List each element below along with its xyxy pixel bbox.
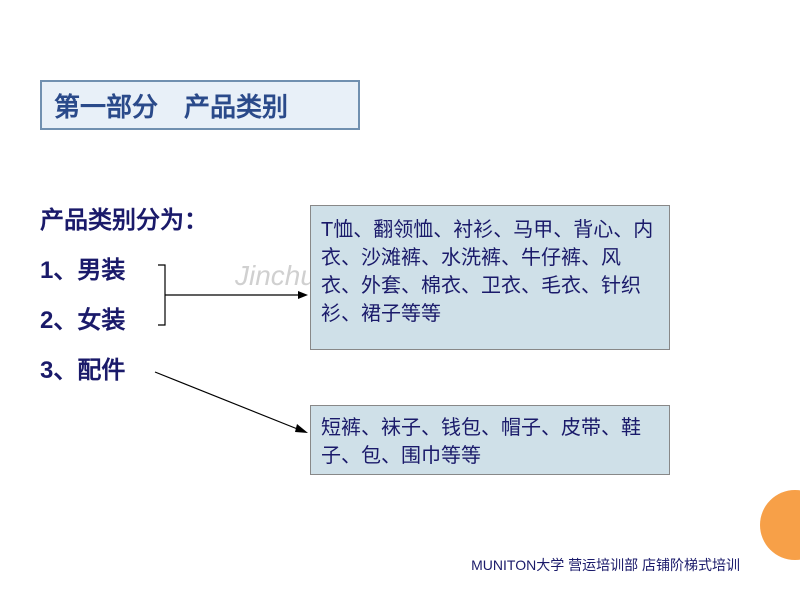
footer-text: MUNITON大学 营运培训部 店铺阶梯式培训	[471, 555, 740, 575]
arrow-head-2	[295, 424, 308, 433]
category-item-1: 1、男装	[40, 250, 125, 285]
bracket-path	[158, 265, 172, 325]
detail-box-clothing: T恤、翻领恤、衬衫、马甲、背心、内衣、沙滩裤、水洗裤、牛仔裤、风衣、外套、棉衣、…	[310, 205, 670, 350]
section-title: 第一部分 产品类别	[54, 87, 288, 124]
section-title-box: 第一部分 产品类别	[40, 80, 360, 130]
category-header: 产品类别分为：	[40, 200, 208, 235]
arrow-line-2	[155, 372, 300, 430]
decorative-circle	[760, 490, 800, 560]
arrow-head-1	[298, 291, 308, 299]
category-item-3: 3、配件	[40, 350, 125, 385]
category-item-2: 2、女装	[40, 300, 125, 335]
detail-box-accessories: 短裤、袜子、钱包、帽子、皮带、鞋子、包、围巾等等	[310, 405, 670, 475]
